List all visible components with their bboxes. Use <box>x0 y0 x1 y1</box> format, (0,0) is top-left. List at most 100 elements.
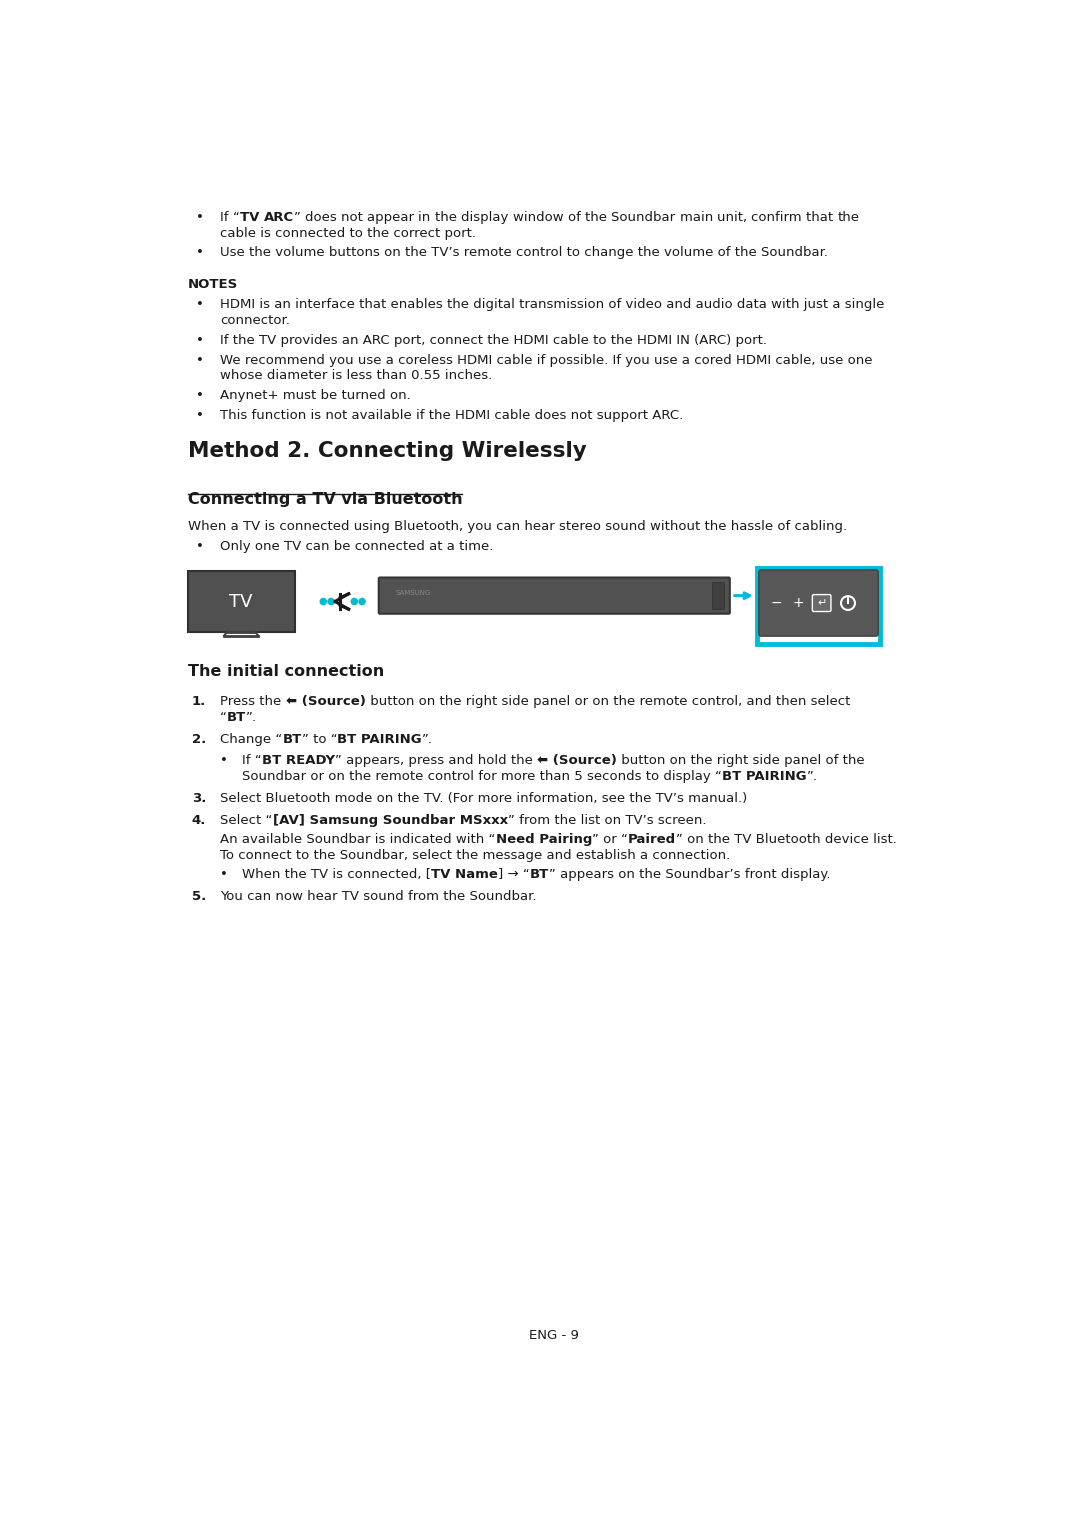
Text: Soundbar or on the remote control for more than 5 seconds to display “: Soundbar or on the remote control for mo… <box>242 769 721 783</box>
Text: Connecting a TV via Bluetooth: Connecting a TV via Bluetooth <box>188 492 462 507</box>
Text: button on the right side panel or on the remote control, and then select: button on the right side panel or on the… <box>366 696 850 708</box>
Text: BT PAIRING: BT PAIRING <box>337 734 422 746</box>
Text: ” appears on the Soundbar’s front display.: ” appears on the Soundbar’s front displa… <box>549 867 831 881</box>
Text: ⬅ (Source): ⬅ (Source) <box>537 754 617 768</box>
Circle shape <box>328 599 334 605</box>
Text: ” from the list on TV’s screen.: ” from the list on TV’s screen. <box>508 813 706 827</box>
Text: ”.: ”. <box>246 711 257 725</box>
FancyBboxPatch shape <box>379 578 730 614</box>
Text: •: • <box>197 409 204 421</box>
Text: When the TV is connected, [: When the TV is connected, [ <box>242 867 431 881</box>
Text: ENG - 9: ENG - 9 <box>528 1328 579 1342</box>
Text: the: the <box>585 211 611 224</box>
Text: 5.: 5. <box>191 890 206 902</box>
Text: “: “ <box>220 711 227 725</box>
Text: “: “ <box>233 211 240 224</box>
Text: not: not <box>341 211 367 224</box>
Text: 1.: 1. <box>191 696 206 708</box>
Text: [AV] Samsung Soundbar MSxxx: [AV] Samsung Soundbar MSxxx <box>272 813 508 827</box>
Text: ” or “: ” or “ <box>592 833 627 846</box>
Text: If the TV provides an ARC port, connect the HDMI cable to the HDMI IN (ARC) port: If the TV provides an ARC port, connect … <box>220 334 767 346</box>
Text: •: • <box>220 867 228 881</box>
Text: •: • <box>197 334 204 346</box>
Text: You can now hear TV sound from the Soundbar.: You can now hear TV sound from the Sound… <box>220 890 537 902</box>
Text: NOTES: NOTES <box>188 277 238 291</box>
Text: −: − <box>771 596 783 610</box>
Text: To connect to the Soundbar, select the message and establish a connection.: To connect to the Soundbar, select the m… <box>220 849 730 861</box>
Text: HDMI is an interface that enables the digital transmission of video and audio da: HDMI is an interface that enables the di… <box>220 299 885 311</box>
Text: An available Soundbar is indicated with “: An available Soundbar is indicated with … <box>220 833 496 846</box>
Text: whose diameter is less than 0.55 inches.: whose diameter is less than 0.55 inches. <box>220 369 492 383</box>
Text: ARC: ARC <box>264 211 294 224</box>
Text: ” to “: ” to “ <box>301 734 337 746</box>
Text: Paired: Paired <box>627 833 676 846</box>
Text: We recommend you use a coreless HDMI cable if possible. If you use a cored HDMI : We recommend you use a coreless HDMI cab… <box>220 354 873 366</box>
Text: When a TV is connected using Bluetooth, you can hear stereo sound without the ha: When a TV is connected using Bluetooth, … <box>188 521 847 533</box>
Text: button on the right side panel of the: button on the right side panel of the <box>617 754 864 768</box>
Text: BT: BT <box>227 711 246 725</box>
Text: ↵: ↵ <box>816 597 826 608</box>
Text: SAMSUNG: SAMSUNG <box>395 590 431 596</box>
Text: the: the <box>838 211 860 224</box>
Text: ⬅ (Source): ⬅ (Source) <box>286 696 366 708</box>
Text: BT: BT <box>283 734 301 746</box>
Text: ” appears, press and hold the: ” appears, press and hold the <box>335 754 537 768</box>
Text: If “: If “ <box>242 754 261 768</box>
Text: The initial connection: The initial connection <box>188 663 384 679</box>
Text: Anynet+ must be turned on.: Anynet+ must be turned on. <box>220 389 411 403</box>
Text: connector.: connector. <box>220 314 291 328</box>
FancyBboxPatch shape <box>757 568 880 643</box>
Text: ”.: ”. <box>807 769 818 783</box>
FancyBboxPatch shape <box>812 594 831 611</box>
Text: main: main <box>679 211 717 224</box>
Text: Soundbar: Soundbar <box>611 211 679 224</box>
Circle shape <box>359 599 365 605</box>
Text: BT READY: BT READY <box>261 754 335 768</box>
Text: Only one TV can be connected at a time.: Only one TV can be connected at a time. <box>220 539 494 553</box>
Text: This function is not available if the HDMI cable does not support ARC.: This function is not available if the HD… <box>220 409 684 421</box>
Text: •: • <box>197 299 204 311</box>
Text: ] → “: ] → “ <box>498 867 529 881</box>
Text: unit,: unit, <box>717 211 752 224</box>
Text: that: that <box>807 211 838 224</box>
Text: •: • <box>220 754 228 768</box>
Text: window: window <box>513 211 568 224</box>
FancyBboxPatch shape <box>712 582 724 610</box>
Text: does: does <box>306 211 341 224</box>
Text: •: • <box>197 354 204 366</box>
Text: Method 2. Connecting Wirelessly: Method 2. Connecting Wirelessly <box>188 441 586 461</box>
Text: 2.: 2. <box>191 734 206 746</box>
Text: •: • <box>197 539 204 553</box>
Text: TV: TV <box>229 593 253 611</box>
Text: ” on the TV Bluetooth device list.: ” on the TV Bluetooth device list. <box>676 833 896 846</box>
Text: BT: BT <box>529 867 549 881</box>
Text: •: • <box>197 247 204 259</box>
FancyBboxPatch shape <box>188 571 295 631</box>
Text: cable is connected to the correct port.: cable is connected to the correct port. <box>220 227 476 239</box>
Text: TV: TV <box>240 211 264 224</box>
Text: Press the: Press the <box>220 696 286 708</box>
Text: •: • <box>197 389 204 403</box>
Circle shape <box>351 599 357 605</box>
Text: the: the <box>435 211 461 224</box>
Text: in: in <box>419 211 435 224</box>
Text: Select “: Select “ <box>220 813 272 827</box>
Text: If: If <box>220 211 233 224</box>
Text: of: of <box>568 211 585 224</box>
FancyBboxPatch shape <box>759 570 878 636</box>
Text: display: display <box>461 211 513 224</box>
Text: Change “: Change “ <box>220 734 283 746</box>
Text: BT PAIRING: BT PAIRING <box>721 769 807 783</box>
Text: 4.: 4. <box>191 813 206 827</box>
Text: TV Name: TV Name <box>431 867 498 881</box>
Text: confirm: confirm <box>752 211 807 224</box>
Text: Use the volume buttons on the TV’s remote control to change the volume of the So: Use the volume buttons on the TV’s remot… <box>220 247 828 259</box>
Text: ”.: ”. <box>422 734 433 746</box>
Text: +: + <box>793 596 805 610</box>
Text: Select Bluetooth mode on the TV. (For more information, see the TV’s manual.): Select Bluetooth mode on the TV. (For mo… <box>220 792 747 804</box>
Text: ”: ” <box>294 211 306 224</box>
Text: •: • <box>197 211 204 224</box>
Text: appear: appear <box>367 211 419 224</box>
Text: Need Pairing: Need Pairing <box>496 833 592 846</box>
Circle shape <box>321 599 326 605</box>
